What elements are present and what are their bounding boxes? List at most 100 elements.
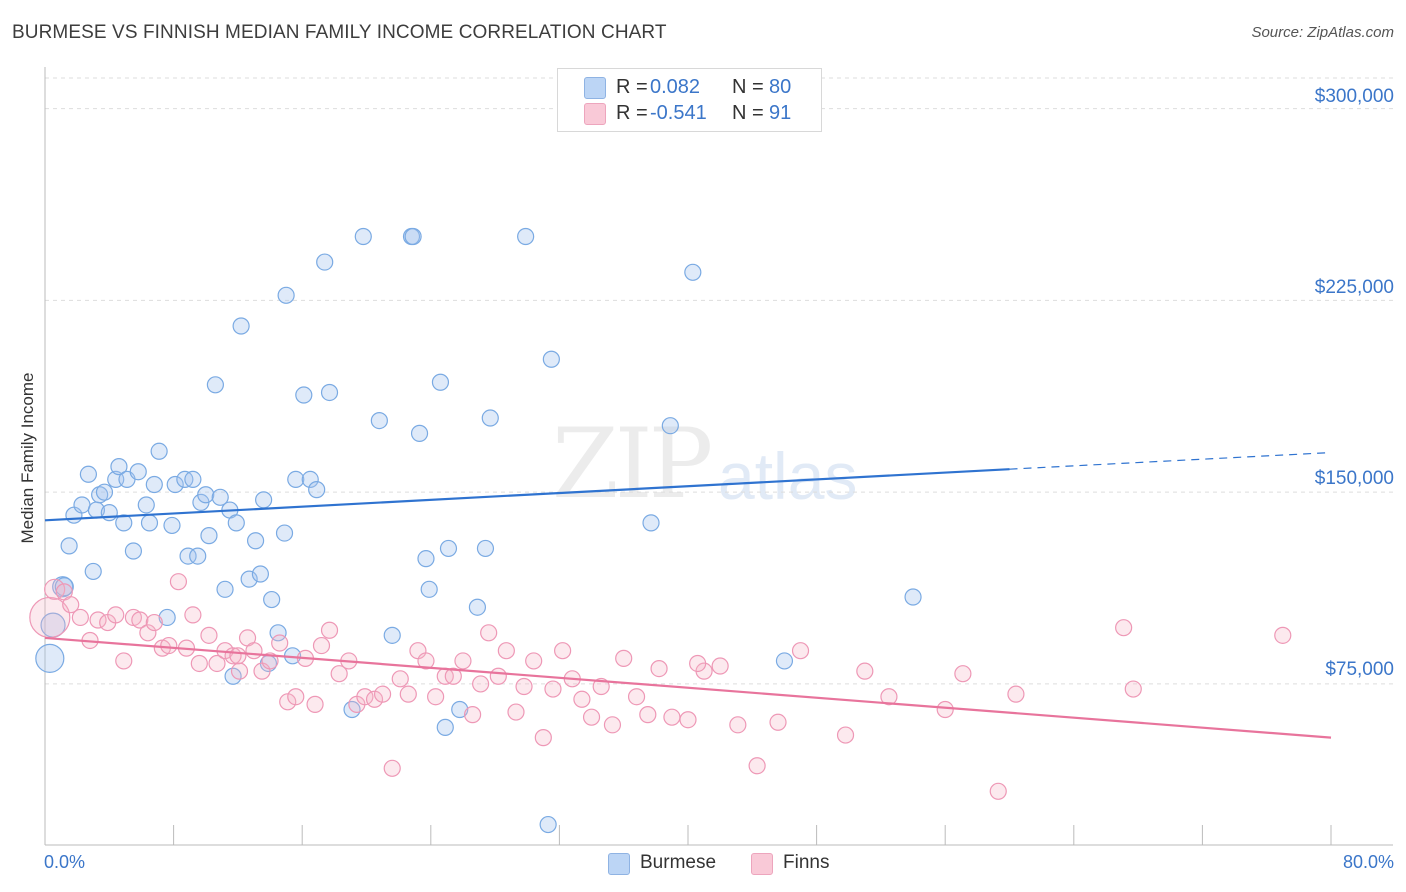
point-burmese-51 [295,386,313,404]
point-finns-86 [1115,619,1133,637]
point-finns-29 [271,634,289,652]
point-finns-4 [71,608,89,627]
point-finns-58 [525,652,543,670]
point-burmese-4 [60,537,78,555]
point-finns-41 [373,685,392,703]
point-finns-84 [989,782,1007,800]
point-burmese-8 [84,562,102,581]
x-tick-label-max: 80.0% [1342,852,1394,872]
y-tick-label-150000: $150,000 [1314,468,1394,489]
point-burmese-52 [301,470,319,488]
point-finns-9 [115,652,133,670]
point-finns-16 [169,573,188,591]
point-finns-31 [287,688,305,706]
point-burmese-55 [320,383,339,402]
point-finns-15 [160,636,178,655]
point-burmese-40 [240,570,258,588]
point-burmese-23 [158,608,176,627]
trendline-finns [44,636,1332,739]
chart-title: BURMESE VS FINNISH MEDIAN FAMILY INCOME … [12,22,667,43]
point-burmese-10 [91,486,109,504]
point-burmese-54 [316,253,334,271]
legend-r-label: R = [616,76,648,98]
point-burmese-41 [246,532,265,550]
point-finns-80 [856,662,874,680]
point-finns-33 [306,695,324,713]
point-burmese-6 [73,496,91,514]
point-burmese-32 [200,527,218,545]
point-finns-68 [627,688,646,706]
point-burmese-15 [115,514,133,532]
point-burmese-58 [370,411,388,430]
point-finns-64 [582,708,601,726]
point-burmese-27 [179,547,197,565]
point-finns-1 [44,578,66,600]
point-burmese-61 [404,227,422,246]
point-burmese-38 [227,514,245,532]
point-burmese-18 [129,463,147,481]
bottom-legend-swatch-finns [751,853,773,875]
point-finns-90 [229,647,247,665]
point-finns-83 [954,665,972,683]
point-finns-87 [1124,680,1142,698]
point-burmese-78 [775,652,794,670]
x-tick-label-min: 0.0% [44,852,86,872]
point-finns-89 [689,654,707,673]
point-burmese-69 [468,598,487,616]
point-burmese-0 [35,643,65,673]
legend-n-value: 91 [769,102,792,124]
source-label: Source: ZipAtlas.com [1251,24,1394,41]
point-burmese-50 [287,470,305,488]
point-burmese-75 [642,514,660,532]
point-finns-79 [836,726,855,744]
point-burmese-43 [255,491,273,509]
point-burmese-45 [263,590,281,609]
point-burmese-65 [431,373,450,391]
trendline-burmese-extension [1009,451,1332,470]
legend-r-label: R = [616,102,648,124]
point-finns-8 [107,606,125,624]
point-finns-20 [200,626,218,644]
point-burmese-11 [95,483,114,501]
point-burmese-33 [206,376,224,394]
point-finns-52 [472,675,490,693]
point-burmese-53 [308,481,326,499]
point-burmese-21 [145,475,163,494]
point-finns-24 [230,662,249,680]
point-burmese-77 [684,263,702,281]
point-finns-63 [573,690,591,708]
y-tick-label-225000: $225,000 [1314,277,1394,298]
y-tick-label-75000: $75,000 [1325,659,1394,680]
point-burmese-57 [354,227,372,246]
point-burmese-67 [439,539,458,558]
point-burmese-68 [451,700,469,719]
point-finns-77 [769,713,787,731]
point-finns-13 [145,613,163,632]
point-burmese-31 [197,486,215,504]
point-burmese-71 [481,409,499,427]
point-finns-81 [880,688,898,706]
point-finns-82 [936,700,954,719]
bottom-legend-swatch-burmese [608,853,630,875]
point-finns-67 [615,649,633,667]
point-finns-59 [534,729,552,747]
point-burmese-24 [163,516,181,535]
point-finns-53 [480,624,498,642]
point-finns-39 [356,688,374,706]
point-finns-12 [139,624,157,642]
point-finns-72 [679,711,697,729]
bottom-legend-label-finns: Finns [783,852,830,873]
point-burmese-25 [166,475,184,494]
point-burmese-19 [137,496,155,514]
y-tick-label-300000: $300,000 [1314,86,1394,107]
legend-swatch-finns [584,103,606,125]
point-burmese-39 [232,317,250,335]
point-finns-18 [184,606,202,624]
point-burmese-7 [79,465,98,483]
stats-legend: R = 0.082 N = 80 R = -0.541 N = 91 [557,68,822,132]
point-burmese-63 [417,550,435,568]
point-finns-28 [261,652,279,670]
point-finns-65 [592,677,610,696]
y-axis-label: Median Family Income [18,372,37,544]
